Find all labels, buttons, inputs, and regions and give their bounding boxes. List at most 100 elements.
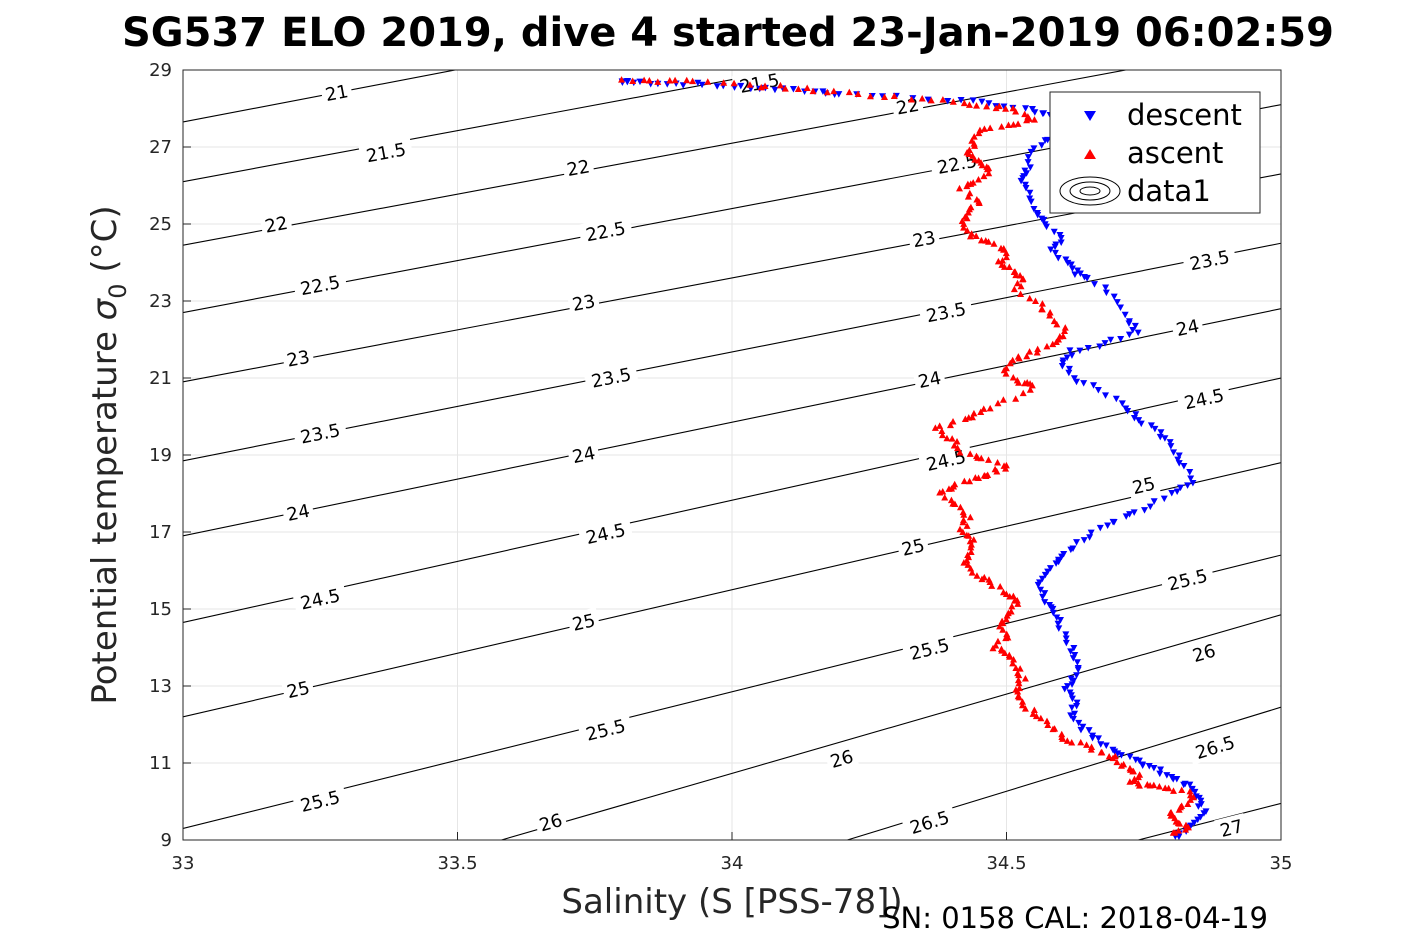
descent-point	[1057, 234, 1065, 242]
ascent-point	[1012, 108, 1020, 115]
descent-point	[1026, 164, 1034, 171]
ascent-point	[1017, 290, 1025, 298]
ascent-point	[845, 88, 853, 96]
descent-point	[1102, 392, 1110, 399]
contour-label-bg	[292, 417, 348, 449]
contour-label: 24.5	[1182, 385, 1226, 414]
descent-point	[1050, 228, 1058, 236]
descent-point	[1160, 495, 1168, 503]
contour-label: 25	[285, 678, 312, 704]
ascent-point	[956, 503, 964, 511]
descent-point	[1096, 343, 1104, 350]
ascent-point	[666, 76, 674, 84]
descent-point	[1058, 363, 1066, 370]
contour-label: 24	[571, 443, 598, 468]
contour-label-bg	[280, 674, 316, 703]
ascent-point	[936, 422, 944, 429]
ascent-point	[1002, 615, 1010, 623]
descent-point	[1026, 189, 1034, 197]
footer-calibration: SN: 0158 CAL: 2018-04-19	[882, 901, 1268, 935]
contour-label: 25.5	[908, 635, 952, 665]
ascent-point	[645, 77, 653, 84]
y-tick-label: 29	[149, 60, 172, 81]
descent-point	[1080, 380, 1088, 387]
descent-point	[1131, 322, 1139, 330]
contour-label-bg	[259, 210, 293, 238]
x-axis-label: Salinity (S [PSS-78])	[561, 882, 902, 922]
descent-point	[1043, 223, 1051, 231]
ascent-point	[1008, 602, 1016, 610]
ascent-point	[950, 441, 958, 449]
legend-ascent-label: ascent	[1127, 136, 1223, 170]
ascent-point	[946, 421, 954, 429]
descent-point	[1022, 105, 1030, 112]
descent-point	[1111, 748, 1119, 756]
ascent-point	[959, 528, 967, 535]
ascent-point	[994, 257, 1002, 265]
series-ascent	[618, 76, 1198, 836]
descent-point	[1065, 365, 1073, 373]
ascent-point	[918, 95, 926, 102]
ascent-point	[854, 90, 862, 97]
descent-point	[1157, 429, 1165, 436]
ascent-point	[943, 434, 951, 442]
ascent-point	[980, 405, 988, 412]
ascent-point	[1014, 600, 1022, 607]
ascent-point	[953, 438, 961, 445]
descent-point	[679, 82, 687, 89]
contour-label: 23	[285, 347, 311, 372]
descent-point	[1040, 216, 1048, 224]
descent-point	[1102, 742, 1110, 749]
descent-point	[1168, 490, 1176, 497]
contour-label-bg	[918, 295, 974, 328]
descent-point	[1030, 145, 1038, 152]
descent-point	[1175, 452, 1183, 459]
descent-point	[1109, 518, 1117, 526]
descent-point	[1030, 205, 1038, 213]
ascent-point	[1033, 349, 1041, 356]
descent-point	[1053, 614, 1061, 622]
descent-point	[1147, 422, 1155, 429]
descent-point	[1071, 271, 1079, 278]
descent-point	[1065, 369, 1073, 377]
axis-ticks: 33 33.5 34 34.5 35 9 11 13 15 17 19 21 23 25 27 29	[149, 60, 1292, 874]
ascent-point	[1063, 737, 1071, 744]
descent-point	[1107, 336, 1115, 344]
contour-label: 26.5	[908, 807, 952, 839]
ascent-point	[996, 582, 1004, 590]
contour-label: 22	[263, 213, 289, 238]
ascent-point	[1009, 659, 1017, 667]
ascent-point	[1174, 827, 1182, 834]
descent-point	[1074, 666, 1082, 674]
ascent-point	[1178, 786, 1186, 794]
ascent-point	[1077, 738, 1085, 746]
descent-point	[1067, 692, 1075, 699]
ascent-point	[1023, 352, 1031, 360]
ascent-point	[973, 102, 981, 109]
contour-line	[183, 377, 1281, 624]
contour-label-bg	[907, 224, 941, 253]
descent-point	[1118, 400, 1126, 407]
ascent-point	[995, 102, 1003, 110]
contour-23.5: 23.5 23.5 23.5 23.5	[183, 242, 1281, 462]
contour-label: 25.5	[298, 787, 342, 817]
descent-point	[1059, 359, 1067, 367]
y-tick-label: 17	[149, 522, 172, 543]
descent-point	[1117, 304, 1125, 311]
ascent-point	[1087, 746, 1095, 753]
legend-descent-marker	[1084, 111, 1096, 121]
ascent-point	[1010, 285, 1018, 293]
ascent-point	[1009, 374, 1017, 381]
chart-title: SG537 ELO 2019, dive 4 started 23-Jan-20…	[122, 10, 1334, 56]
contour-24: 24 24 24 24	[183, 308, 1281, 537]
descent-point	[1034, 212, 1042, 219]
legend: descent ascent data1	[1049, 91, 1261, 214]
descent-point	[1080, 537, 1088, 544]
ascent-point	[1003, 612, 1011, 619]
ascent-point	[1006, 359, 1014, 367]
descent-point	[1122, 513, 1130, 520]
ascent-point	[945, 485, 953, 492]
ascent-point	[1018, 701, 1026, 709]
